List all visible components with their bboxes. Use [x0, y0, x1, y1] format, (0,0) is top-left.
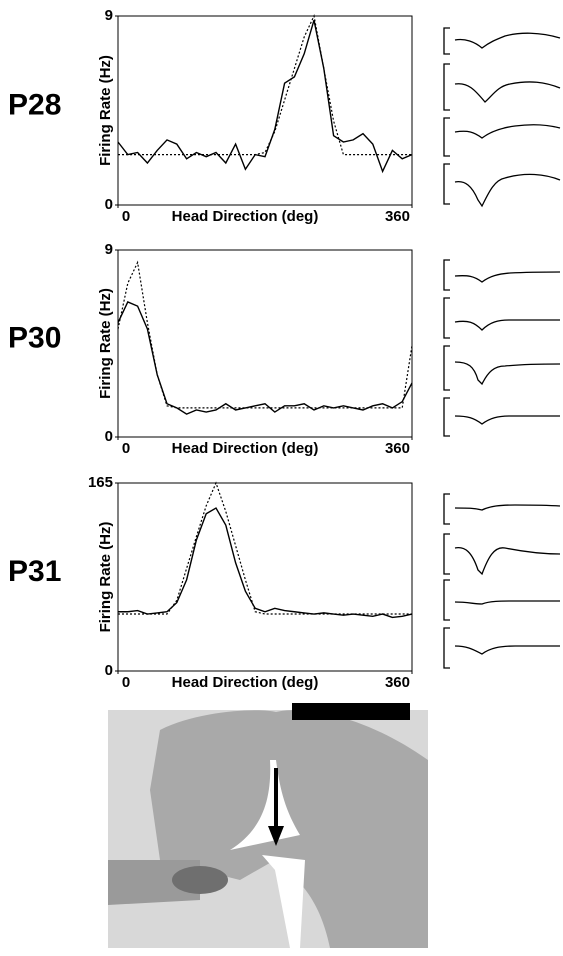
y-tick-label: 165 — [88, 474, 113, 491]
y-tick-label: 0 — [105, 196, 113, 213]
plot-frame — [117, 15, 413, 206]
panel-label: P30 — [8, 321, 61, 354]
arrow-head — [268, 826, 284, 846]
panel-label: P28 — [8, 88, 61, 121]
y-axis-label: Firing Rate (Hz) — [97, 288, 114, 399]
x-tick-label: 0 — [122, 440, 130, 457]
series-line — [117, 260, 413, 409]
series-line — [117, 301, 413, 415]
x-axis-label: Head Direction (deg) — [172, 208, 319, 225]
chart: P28 Firing Rate (Hz) 0 9 0 360 Head Direction … — [8, 7, 413, 225]
x-axis-label: Head Direction (deg) — [172, 440, 319, 457]
x-axis-label: Head Direction (deg) — [172, 674, 319, 691]
series-line — [118, 507, 413, 619]
waveforms — [443, 27, 561, 669]
chart: P30 Firing Rate (Hz) 0 9 0 360 Head Direction … — [8, 241, 413, 457]
x-tick-label: 0 — [122, 208, 130, 225]
y-tick-label: 0 — [105, 662, 113, 679]
histology-section — [108, 703, 428, 948]
y-axis-label: Firing Rate (Hz) — [97, 55, 114, 166]
x-tick-label: 0 — [122, 674, 130, 691]
plot-frame — [117, 482, 413, 672]
x-tick-label: 360 — [385, 674, 410, 691]
plot-frame — [117, 249, 413, 438]
y-tick-label: 9 — [105, 241, 113, 258]
x-tick-label: 360 — [385, 208, 410, 225]
series-line — [118, 481, 412, 615]
y-axis-label: Firing Rate (Hz) — [97, 522, 114, 633]
y-tick-label: 9 — [105, 7, 113, 24]
series-line — [118, 14, 412, 156]
x-tick-label: 360 — [385, 440, 410, 457]
chart: P31 Firing Rate (Hz) 0 165 0 360 Head Directio… — [8, 474, 413, 691]
scale-bar — [292, 703, 410, 720]
series-line — [117, 20, 413, 174]
panel-label: P31 — [8, 555, 61, 588]
y-tick-label: 0 — [105, 428, 113, 445]
